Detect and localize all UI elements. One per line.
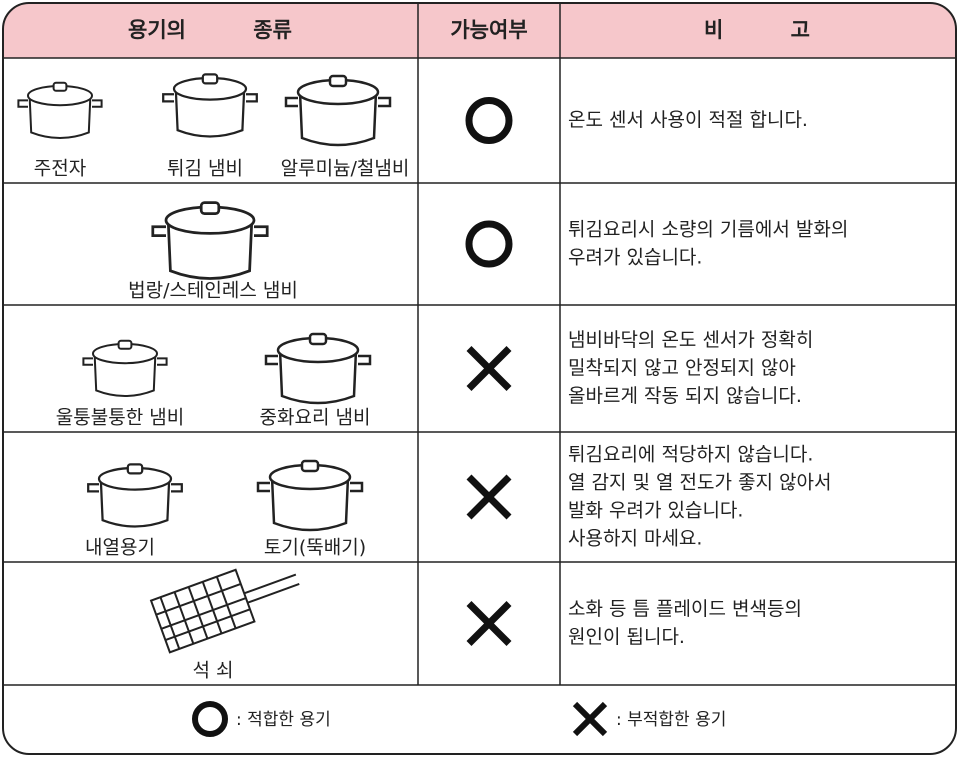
item-label: 울퉁불퉁한 냄비 [56, 407, 184, 429]
remark-line: 밀착되지 않고 안정되지 않아 [568, 357, 796, 379]
remark-line: 열 감지 및 열 전도가 좋지 않아서 [568, 472, 831, 494]
item-label: 튀김 냄비 [167, 158, 243, 180]
unsuitable-mark [466, 474, 512, 520]
remark-line: 냄비바닥의 온도 센서가 정확히 [568, 329, 813, 351]
remark-line: 올바르게 작동 되지 않습니다. [568, 385, 802, 407]
remark-line: 튀김요리에 적당하지 않습니다. [568, 444, 813, 466]
header-cell: 용기의 종류 [128, 18, 292, 42]
remark-line: 사용하지 마세요. [568, 528, 702, 550]
remark-line: 발화 우려가 있습니다. [568, 500, 743, 522]
remark-line: 온도 센서 사용이 적절 합니다. [568, 109, 808, 131]
legend-label: : 부적합한 용기 [616, 710, 726, 730]
item-label: 내열용기 [85, 537, 155, 559]
table [3, 3, 956, 58]
unsuitable-mark [466, 346, 512, 391]
item-label: 법랑/스테인레스 냄비 [128, 280, 298, 302]
remark-line: 소화 등 틈 플레이드 변색등의 [568, 598, 802, 620]
icons [17, 73, 392, 654]
suitable-mark [465, 97, 513, 144]
legend-label: : 적합한 용기 [236, 710, 331, 730]
remark-line: 원인이 됩니다. [568, 626, 685, 648]
unsuitable-mark [466, 601, 512, 646]
item-label: 알루미늄/철냄비 [281, 158, 410, 180]
item-label: 중화요리 냄비 [260, 407, 371, 429]
item-label: 석 쇠 [193, 660, 234, 682]
suitable-mark [192, 701, 228, 737]
suitable-mark [465, 220, 513, 268]
unsuitable-mark [572, 701, 608, 737]
grid [3, 3, 956, 686]
header-bg [3, 3, 956, 58]
remark-line: 튀김요리시 소량의 기름에서 발화의 [568, 219, 848, 241]
header-cell: 가능여부 [450, 18, 527, 42]
remark-line: 우려가 있습니다. [568, 247, 702, 269]
item-label: 토기(뚝배기) [264, 537, 366, 559]
item-label: 주전자 [34, 158, 86, 180]
header-cell: 비 고 [704, 18, 810, 42]
